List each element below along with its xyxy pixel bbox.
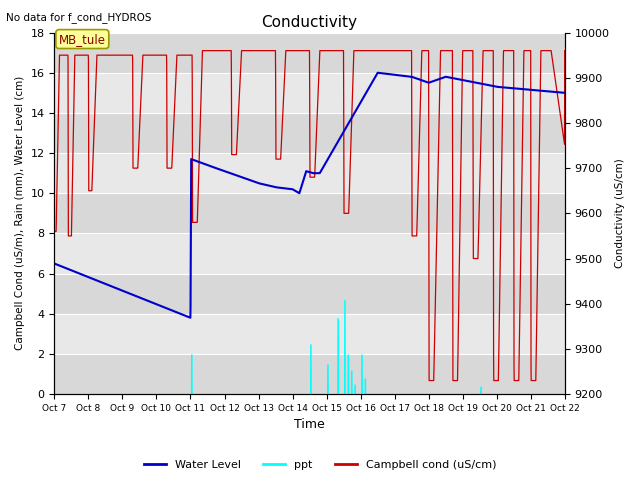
Bar [54,233,564,274]
Bar [54,33,564,73]
Y-axis label: Campbell Cond (uS/m), Rain (mm), Water Level (cm): Campbell Cond (uS/m), Rain (mm), Water L… [15,76,25,350]
Y-axis label: Conductivity (uS/cm): Conductivity (uS/cm) [615,158,625,268]
Bar [54,314,564,354]
Bar [54,113,564,153]
Title: Conductivity: Conductivity [262,15,358,30]
Bar [54,153,564,193]
Text: MB_tule: MB_tule [59,33,106,46]
Legend: Water Level, ppt, Campbell cond (uS/cm): Water Level, ppt, Campbell cond (uS/cm) [140,456,500,474]
Bar [54,193,564,233]
Bar [54,73,564,113]
Bar [54,354,564,394]
Text: No data for f_cond_HYDROS: No data for f_cond_HYDROS [6,12,152,23]
X-axis label: Time: Time [294,419,325,432]
Bar [54,274,564,314]
